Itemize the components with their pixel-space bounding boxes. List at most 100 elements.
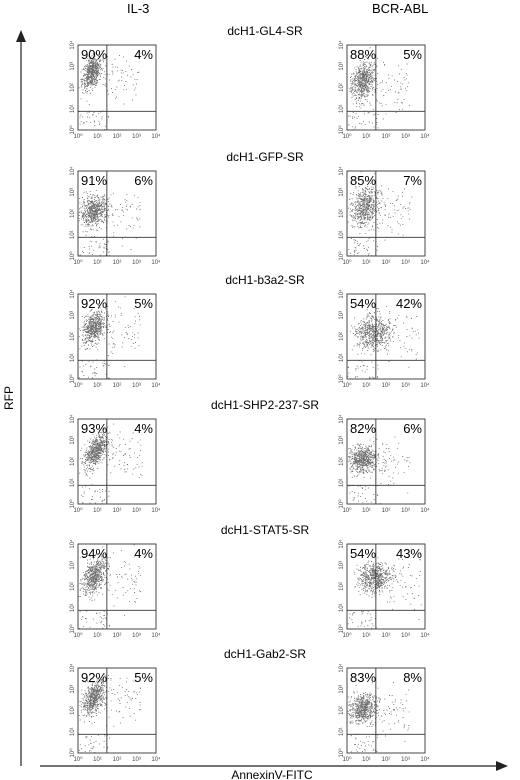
x-tick-label: 10² xyxy=(382,633,391,639)
dot-plot-il3: 92% 5% 10⁰ 10¹ 10² 10³ 10⁴ 10⁰ 10¹ 10² 10³ 10⁴ xyxy=(69,663,161,763)
upper-left-percentage: 92% xyxy=(81,296,107,311)
x-tick-label: 10⁴ xyxy=(420,133,430,140)
dot-plot-il3: 93% 4% 10⁰ 10¹ 10² 10³ 10⁴ 10⁰ 10¹ 10² 10³ 10⁴ xyxy=(69,414,161,514)
y-tick-label: 10³ xyxy=(70,188,76,197)
upper-left-percentage: 83% xyxy=(350,670,376,685)
y-tick-label: 10² xyxy=(339,83,345,92)
upper-left-percentage: 54% xyxy=(350,296,376,311)
plot-frame xyxy=(346,543,426,630)
x-axis-label: AnnexinV-FITC xyxy=(231,768,313,780)
x-tick-label: 10³ xyxy=(132,134,141,140)
upper-left-percentage: 94% xyxy=(81,546,107,561)
plot-frame xyxy=(346,293,426,380)
y-tick-label: 10⁰ xyxy=(338,251,345,261)
x-tick-label: 10³ xyxy=(132,383,141,389)
y-tick-label: 10⁴ xyxy=(338,289,345,299)
y-tick-label: 10² xyxy=(70,706,76,715)
y-tick-label: 10² xyxy=(339,706,345,715)
dot-plot-il3: 92% 5% 10⁰ 10¹ 10² 10³ 10⁴ 10⁰ 10¹ 10² 10³ 10⁴ xyxy=(69,289,161,389)
y-tick-label: 10⁴ xyxy=(69,40,76,50)
upper-right-percentage: 5% xyxy=(134,670,153,685)
y-tick-label: 10¹ xyxy=(70,727,76,736)
upper-right-percentage: 43% xyxy=(396,546,422,561)
x-tick-label: 10¹ xyxy=(93,508,102,514)
x-tick-label: 10⁴ xyxy=(151,382,161,389)
x-tick-label: 10⁰ xyxy=(342,259,352,266)
x-tick-label: 10³ xyxy=(132,260,141,266)
y-axis-arrowhead xyxy=(16,30,26,42)
upper-left-percentage: 54% xyxy=(350,546,376,561)
scatter-points xyxy=(347,303,420,379)
y-tick-label: 10¹ xyxy=(70,603,76,612)
y-tick-label: 10⁰ xyxy=(338,125,345,135)
y-tick-label: 10² xyxy=(339,582,345,591)
y-tick-label: 10⁰ xyxy=(338,748,345,758)
upper-left-percentage: 88% xyxy=(350,47,376,62)
y-tick-label: 10² xyxy=(70,83,76,92)
y-tick-label: 10⁴ xyxy=(69,414,76,424)
x-tick-label: 10⁰ xyxy=(342,507,352,514)
y-tick-label: 10¹ xyxy=(70,478,76,487)
y-tick-label: 10⁴ xyxy=(338,40,345,50)
y-tick-label: 10⁴ xyxy=(69,539,76,549)
upper-left-percentage: 93% xyxy=(81,421,107,436)
plot-frame xyxy=(77,543,157,630)
x-tick-label: 10⁴ xyxy=(151,133,161,140)
x-tick-label: 10⁰ xyxy=(73,507,83,514)
x-tick-label: 10⁰ xyxy=(73,632,83,639)
y-tick-label: 10⁰ xyxy=(69,374,76,384)
x-tick-label: 10² xyxy=(113,633,122,639)
x-tick-label: 10⁰ xyxy=(342,382,352,389)
x-tick-label: 10¹ xyxy=(362,134,371,140)
upper-right-percentage: 4% xyxy=(134,546,153,561)
dot-plot-il3: 90% 4% 10⁰ 10¹ 10² 10³ 10⁴ 10⁰ 10¹ 10² 10³ 10⁴ xyxy=(69,40,161,140)
y-tick-label: 10² xyxy=(70,209,76,218)
scatter-points xyxy=(348,436,411,504)
upper-left-percentage: 92% xyxy=(81,670,107,685)
y-tick-label: 10² xyxy=(339,209,345,218)
upper-left-percentage: 82% xyxy=(350,421,376,436)
row-title: dcH1-STAT5-SR xyxy=(221,523,310,537)
y-tick-label: 10⁰ xyxy=(69,748,76,758)
x-tick-label: 10² xyxy=(113,508,122,514)
y-tick-label: 10³ xyxy=(70,311,76,320)
row-title: dcH1-GL4-SR xyxy=(227,24,303,38)
y-axis-label: RFP xyxy=(2,386,16,410)
upper-right-percentage: 6% xyxy=(403,421,422,436)
x-tick-label: 10³ xyxy=(132,633,141,639)
x-tick-label: 10² xyxy=(113,134,122,140)
dot-plot-il3: 94% 4% 10⁰ 10¹ 10² 10³ 10⁴ 10⁰ 10¹ 10² 10³ 10⁴ xyxy=(69,539,161,639)
x-tick-label: 10⁴ xyxy=(420,382,430,389)
y-tick-label: 10³ xyxy=(70,62,76,71)
y-tick-label: 10³ xyxy=(339,561,345,570)
y-tick-label: 10³ xyxy=(70,561,76,570)
y-tick-label: 10⁴ xyxy=(69,166,76,176)
x-tick-label: 10³ xyxy=(401,260,410,266)
y-tick-label: 10⁴ xyxy=(338,414,345,424)
y-tick-label: 10⁴ xyxy=(69,663,76,673)
x-tick-label: 10⁴ xyxy=(151,756,161,763)
upper-right-percentage: 7% xyxy=(403,173,422,188)
upper-left-percentage: 90% xyxy=(81,47,107,62)
y-tick-label: 10³ xyxy=(70,685,76,694)
scatter-points xyxy=(79,423,144,504)
y-tick-label: 10⁰ xyxy=(338,374,345,384)
x-tick-label: 10² xyxy=(113,757,122,763)
y-tick-label: 10² xyxy=(339,332,345,341)
row-title: dcH1-GFP-SR xyxy=(226,150,304,164)
dot-plot-bcr-abl: 83% 8% 10⁰ 10¹ 10² 10³ 10⁴ 10⁰ 10¹ 10² 10³ 10⁴ xyxy=(338,663,430,763)
upper-left-percentage: 91% xyxy=(81,173,107,188)
upper-right-percentage: 42% xyxy=(396,296,422,311)
y-tick-label: 10¹ xyxy=(339,727,345,736)
x-tick-label: 10² xyxy=(382,757,391,763)
dot-plot-bcr-abl: 82% 6% 10⁰ 10¹ 10² 10³ 10⁴ 10⁰ 10¹ 10² 10³ 10⁴ xyxy=(338,414,430,514)
x-tick-label: 10² xyxy=(382,383,391,389)
x-tick-label: 10¹ xyxy=(362,508,371,514)
x-tick-label: 10³ xyxy=(401,383,410,389)
x-tick-label: 10⁰ xyxy=(73,133,83,140)
upper-right-percentage: 4% xyxy=(134,47,153,62)
scatter-points xyxy=(78,49,140,130)
upper-right-percentage: 4% xyxy=(134,421,153,436)
plot-frame xyxy=(346,667,426,754)
